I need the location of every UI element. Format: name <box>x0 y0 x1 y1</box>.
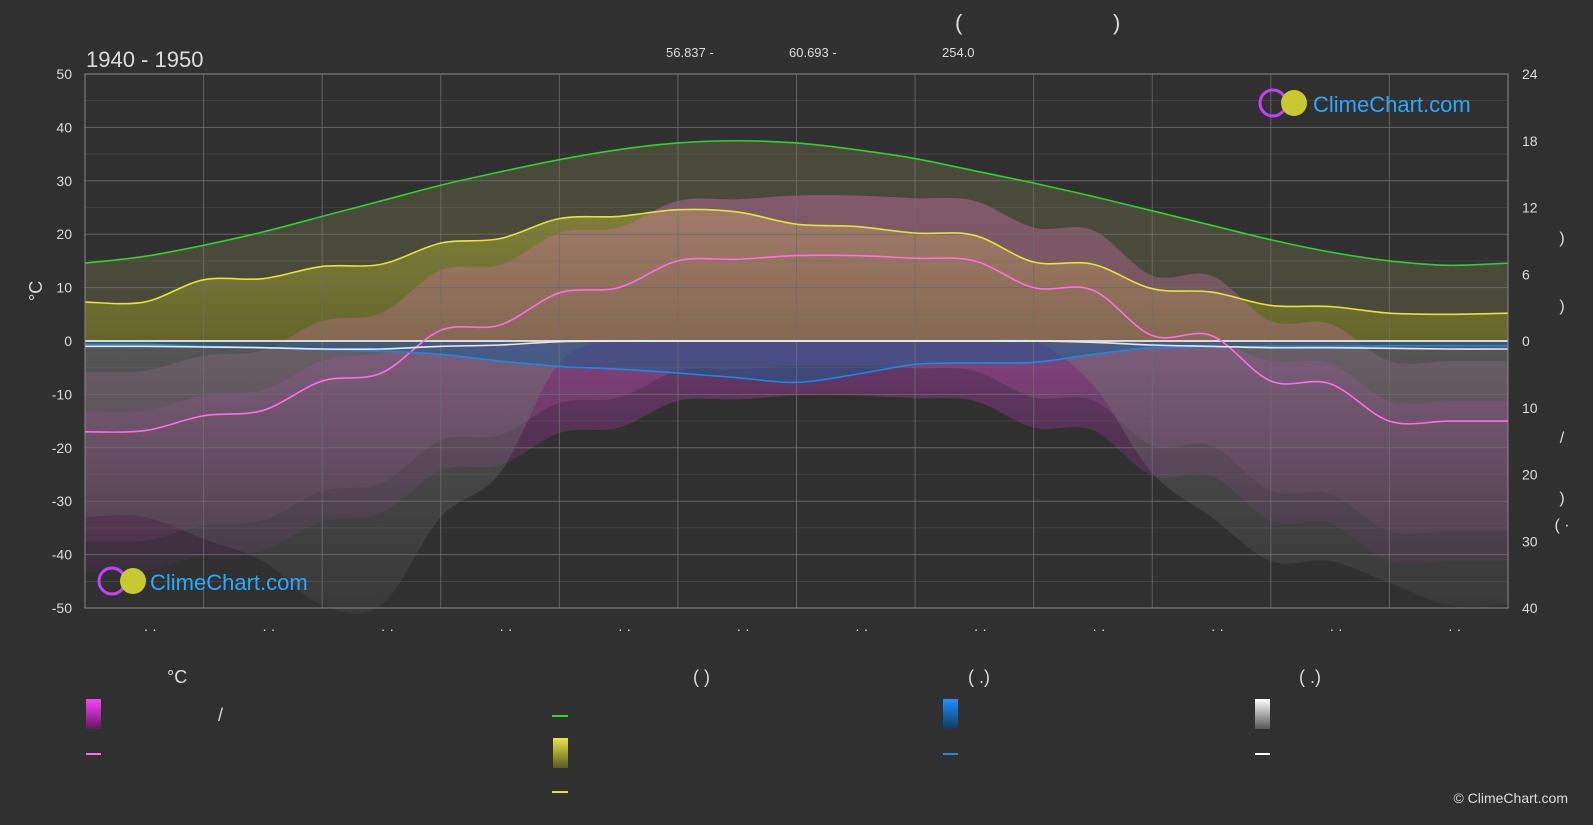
left-tick-label: -30 <box>52 493 72 509</box>
x-tick-label: · · <box>1448 621 1461 637</box>
snow-line <box>84 340 1509 351</box>
x-tick-label: · · <box>499 621 512 637</box>
right-tick-label: 6 <box>1522 266 1530 282</box>
logo-top-text: ClimeChart.com <box>1313 92 1471 117</box>
x-tick-label: · · <box>1092 621 1105 637</box>
left-tick-label: -40 <box>52 547 72 563</box>
left-tick-label: 30 <box>56 173 72 189</box>
right-tick-label: 0 <box>1522 333 1530 349</box>
latitude-label: 56.837 - <box>666 45 714 60</box>
logo-bottom: ClimeChart.com <box>97 566 308 596</box>
right-axis-glyph: ) <box>1559 230 1564 247</box>
x-tick-label: · · <box>262 621 275 637</box>
axes: 50 40 30 20 10 0 -10 -20 -30 -40 -50 24 18 12 6 0 10 20 30… <box>52 66 1570 637</box>
x-tick-label: · · <box>381 621 394 637</box>
right-axis-glyph: ) <box>1559 490 1564 507</box>
logo-top: ClimeChart.com <box>1258 88 1471 118</box>
right-tick-label: 18 <box>1522 133 1538 149</box>
left-axis-title: °C <box>26 281 46 301</box>
elevation-label: 254.0 <box>942 45 975 60</box>
legend-temp-range-swatch <box>86 699 101 729</box>
legend-rain-header: ( .) <box>968 667 990 687</box>
legend-temp-separator: / <box>218 705 223 725</box>
right-tick-label: 10 <box>1522 400 1538 416</box>
legend-snow-swatch <box>1255 699 1270 729</box>
logo-globe-icon <box>120 568 146 594</box>
right-tick-label: 12 <box>1522 200 1538 216</box>
temperature-line <box>84 254 1508 433</box>
x-tick-label: · · <box>974 621 987 637</box>
right-tick-label: 24 <box>1522 66 1538 82</box>
period-label: 1940 - 1950 <box>86 47 203 72</box>
left-tick-label: 0 <box>64 333 72 349</box>
copyright: © ClimeChart.com <box>1453 790 1568 806</box>
x-tick-label: · · <box>144 621 157 637</box>
x-tick-label: · · <box>855 621 868 637</box>
right-axis-glyph: ) <box>1559 298 1564 315</box>
legend: °C ( ) ( .) ( .) / <box>86 667 1321 793</box>
sunshine-line <box>84 208 1509 316</box>
x-tick-label: · · <box>618 621 631 637</box>
left-tick-label: 20 <box>56 226 72 242</box>
x-tick-label: · · <box>737 621 750 637</box>
left-tick-label: 50 <box>56 66 72 82</box>
x-tick-label: · · <box>1329 621 1342 637</box>
logo-globe-icon <box>1281 90 1307 116</box>
right-tick-label: 20 <box>1522 467 1538 483</box>
longitude-label: 60.693 - <box>789 45 837 60</box>
left-tick-label: -10 <box>52 386 72 402</box>
right-axis-glyph: / <box>1560 430 1565 447</box>
legend-snow-header: ( .) <box>1299 667 1321 687</box>
right-tick-label: 30 <box>1522 533 1538 549</box>
plot-frame <box>84 73 1509 609</box>
left-tick-label: -50 <box>52 600 72 616</box>
legend-temp-header: °C <box>167 667 187 687</box>
logo-bottom-text: ClimeChart.com <box>150 570 308 595</box>
right-tick-label: 40 <box>1522 600 1538 616</box>
legend-rain-swatch <box>943 699 958 729</box>
left-tick-label: 40 <box>56 119 72 135</box>
title-paren-close: ) <box>1113 10 1120 35</box>
x-tick-label: · · <box>1211 621 1224 637</box>
daylight-line <box>84 139 1509 267</box>
right-axis-glyph: ( · <box>1554 517 1569 534</box>
legend-daylight-swatch <box>553 738 568 768</box>
series-lines <box>84 139 1509 433</box>
title-paren-open: ( <box>955 10 963 35</box>
legend-sun-header: ( ) <box>693 667 710 687</box>
left-tick-label: 10 <box>56 280 72 296</box>
left-tick-label: -20 <box>52 440 72 456</box>
